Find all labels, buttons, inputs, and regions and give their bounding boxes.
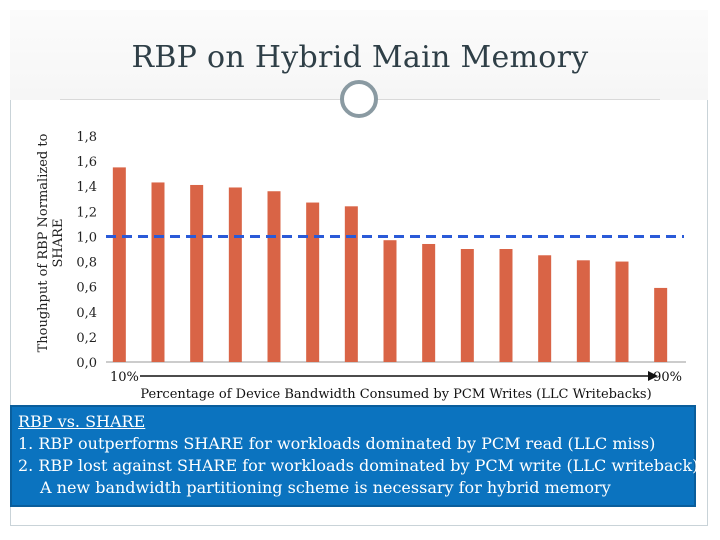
circle-ornament-icon (340, 80, 378, 118)
y-tick-label: 0,2 (76, 331, 97, 346)
bar (267, 191, 281, 362)
summary-line-2: 2. RBP lost against SHARE for workloads … (18, 456, 699, 475)
bar (538, 255, 552, 362)
y-tick-label: 0,6 (76, 281, 97, 296)
summary-box: RBP vs. SHARE 1. RBP outperforms SHARE f… (10, 405, 699, 507)
y-tick-label: 1,6 (76, 155, 97, 170)
x-axis-label: Percentage of Device Bandwidth Consumed … (140, 387, 651, 402)
summary-line-3: A new bandwidth partitioning scheme is n… (40, 478, 611, 497)
bar (306, 202, 320, 362)
slide-title: RBP on Hybrid Main Memory (131, 40, 589, 75)
bar (151, 182, 165, 362)
y-tick-label: 0,8 (76, 256, 97, 271)
bar (576, 260, 590, 362)
bar (654, 287, 668, 362)
bar (460, 249, 474, 362)
y-tick-label: 0,0 (76, 356, 97, 371)
y-tick-label: 1,4 (76, 180, 97, 195)
y-tick-label: 1,0 (76, 230, 97, 245)
summary-heading: RBP vs. SHARE (18, 412, 146, 431)
x-start-label: 10% (110, 370, 139, 385)
summary-line-1: 1. RBP outperforms SHARE for workloads d… (18, 434, 656, 453)
bar (190, 184, 204, 362)
bar (422, 243, 436, 362)
bar (383, 240, 397, 362)
bar (228, 187, 242, 362)
bar (615, 261, 629, 362)
bar (499, 249, 513, 362)
bar (112, 167, 126, 362)
y-tick-label: 1,2 (76, 205, 97, 220)
bar (344, 206, 358, 362)
x-end-label: 90% (653, 370, 682, 385)
y-tick-label: 1,8 (76, 130, 97, 145)
y-tick-label: 0,4 (76, 306, 97, 321)
arrow-head-icon (648, 371, 658, 381)
